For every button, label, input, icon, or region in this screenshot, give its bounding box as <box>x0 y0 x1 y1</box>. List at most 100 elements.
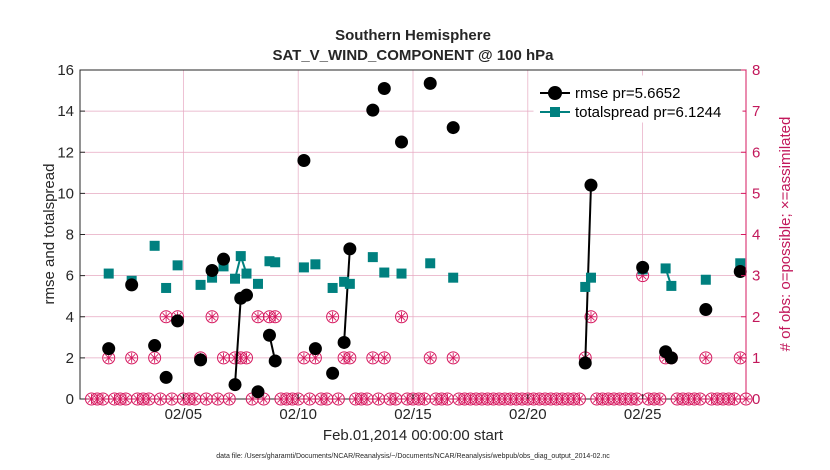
obs-count-zero-marker <box>96 392 110 406</box>
obs-count-zero-marker <box>417 392 431 406</box>
totalspread-point <box>344 278 355 289</box>
obs-count-marker <box>268 310 282 324</box>
obs-count-zero-marker <box>389 392 403 406</box>
rmse-point <box>337 335 351 349</box>
legend-spread-label: totalspread pr=6.1244 <box>575 104 721 121</box>
totalspread-point <box>310 259 321 270</box>
obs-count-marker <box>205 310 219 324</box>
rmse-point <box>102 342 116 356</box>
totalspread-point <box>235 251 246 262</box>
rmse-point <box>240 288 253 302</box>
y2-tick-label: 0 <box>752 391 760 408</box>
obs-count-marker <box>240 351 253 365</box>
rmse-point <box>446 121 460 135</box>
y-tick-label: 12 <box>57 144 74 161</box>
obs-count-marker <box>251 310 265 324</box>
legend-spread-marker <box>550 107 560 117</box>
rmse-point <box>733 265 747 279</box>
gridlines <box>80 70 746 399</box>
obs-count-zero-marker <box>630 392 644 406</box>
obs-count-marker <box>699 351 713 365</box>
obs-count-zero-marker <box>119 392 133 406</box>
rmse-point <box>343 242 357 256</box>
rmse-line-segment <box>234 294 247 385</box>
totalspread-point <box>172 260 183 271</box>
obs-count-marker <box>377 351 391 365</box>
rmse-point <box>699 303 713 317</box>
legend-rmse-label: rmse pr=5.6652 <box>575 85 680 102</box>
y-tick-label: 0 <box>66 391 74 408</box>
x-tick-label: 02/05 <box>165 406 203 423</box>
rmse-point <box>297 153 311 167</box>
y-tick-label: 14 <box>57 103 74 120</box>
rmse-point <box>205 263 219 277</box>
legend-box <box>533 75 743 123</box>
totalspread-point <box>161 282 172 293</box>
obs-count-marker <box>148 351 162 365</box>
rmse-point <box>326 366 340 380</box>
y2-tick-label: 3 <box>752 268 760 285</box>
obs-count-zero-marker <box>573 392 586 406</box>
obs-count-zero-marker <box>211 392 225 406</box>
chart-title: Southern Hemisphere <box>335 27 491 44</box>
x-tick-label: 02/15 <box>394 406 432 423</box>
totalspread-point <box>425 258 436 269</box>
obs-count-zero-marker <box>153 392 167 406</box>
y-tick-label: 2 <box>66 350 74 367</box>
rmse-point <box>268 354 282 368</box>
obs-count-zero-marker <box>693 392 707 406</box>
obs-count-marker <box>423 351 437 365</box>
rmse-point <box>251 385 265 399</box>
rmse-point <box>664 351 678 365</box>
y2-tick-label: 7 <box>752 103 760 120</box>
y2-tick-label: 5 <box>752 185 760 202</box>
obs-count-marker <box>297 351 311 365</box>
totalspread-point <box>298 262 309 273</box>
y2-tick-label: 2 <box>752 309 760 326</box>
obs-count-marker <box>366 351 380 365</box>
totalspread-point <box>149 240 160 251</box>
y2-tick-label: 4 <box>752 227 760 244</box>
rmse-point <box>125 278 139 292</box>
totalspread-point <box>367 252 378 263</box>
y2-axis-label: # of obs: o=possible; ×=assimilated <box>777 117 794 352</box>
right-axis-ticks: 0 1 2 3 4 5 6 7 8 <box>741 62 760 408</box>
totalspread-markers <box>103 240 746 293</box>
y-tick-label: 6 <box>66 268 74 285</box>
obs-count-zero-marker <box>303 392 317 406</box>
totalspread-point <box>580 281 591 292</box>
rmse-point <box>377 82 391 96</box>
rmse-point <box>159 370 173 384</box>
totalspread-point <box>585 272 596 283</box>
obs-count-zero-marker <box>188 392 202 406</box>
x-tick-label: 02/10 <box>279 406 317 423</box>
rmse-point <box>578 356 592 370</box>
x-tick-label: 02/25 <box>624 406 662 423</box>
totalspread-point <box>448 272 459 283</box>
rmse-point <box>217 252 231 266</box>
obs-count-marker <box>326 310 340 324</box>
obs-count-zero-marker <box>222 392 236 406</box>
obs-count-marker <box>343 351 357 365</box>
rmse-point <box>584 178 598 192</box>
legend: rmse pr=5.6652 totalspread pr=6.1244 <box>533 75 743 123</box>
legend-rmse-marker <box>548 86 562 100</box>
totalspread-point <box>103 268 114 279</box>
obs-count-zero-marker <box>360 392 374 406</box>
rmse-point <box>395 135 409 149</box>
rmse-point <box>171 314 185 328</box>
obs-count-zero-marker <box>372 392 386 406</box>
obs-count-zero-marker <box>320 392 334 406</box>
totalspread-point <box>735 258 746 269</box>
totalspread-point <box>207 272 218 283</box>
obs-count-zero-marker <box>199 392 213 406</box>
rmse-markers <box>102 76 747 399</box>
y2-tick-label: 8 <box>752 62 760 79</box>
totalspread-point <box>270 257 281 268</box>
totalspread-point <box>396 268 407 279</box>
x-axis-ticks: 02/05 02/10 02/15 02/20 02/25 <box>165 394 662 423</box>
y2-tick-label: 6 <box>752 144 760 161</box>
obs-count-zero-marker <box>653 392 667 406</box>
y-tick-label: 10 <box>57 185 74 202</box>
